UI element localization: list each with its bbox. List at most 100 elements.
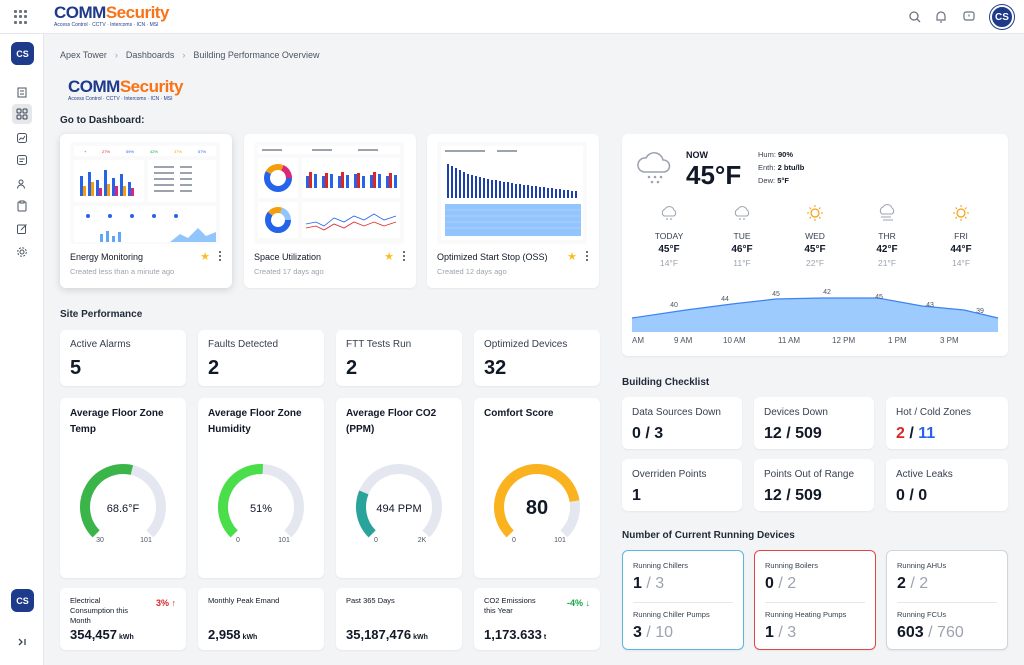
forecast-day: TUE 46°F 11°F bbox=[712, 204, 772, 268]
dashboard-card-energy[interactable]: +27% 59% 42% 37% 57% Energy Monitoring Creat… bbox=[60, 134, 232, 288]
app-grid-icon[interactable] bbox=[14, 10, 28, 24]
brand-logo[interactable]: COMMSecurity Access Control · CCTV · Int… bbox=[54, 3, 169, 29]
gauge-card-comfort[interactable]: Comfort Score 80 0 101 bbox=[474, 398, 600, 578]
dashboard-name: Space Utilization bbox=[254, 252, 322, 262]
hourly-label: 45 bbox=[772, 291, 780, 298]
snow-icon bbox=[661, 206, 677, 220]
edit-icon[interactable] bbox=[14, 221, 30, 237]
weather-now-label: NOW bbox=[686, 150, 708, 160]
hourly-x-label: 9 AM bbox=[674, 336, 693, 345]
gauge-co2: 494 PPM 0 2K bbox=[356, 464, 442, 544]
checklist-data-sources[interactable]: Data Sources Down 0 / 3 bbox=[622, 397, 742, 449]
svg-text:37%: 37% bbox=[174, 149, 182, 154]
stat-card-active-alarms[interactable]: Active Alarms 5 bbox=[60, 330, 186, 386]
weather-card[interactable]: NOW 45°F Hum: 90% Enth: 2 btu/lb Dew: 5°… bbox=[622, 134, 1008, 356]
checklist-out-of-range[interactable]: Points Out of Range 12 / 509 bbox=[754, 459, 874, 511]
favorite-star-icon[interactable]: ★ bbox=[567, 251, 577, 263]
sidebar: CS CS bbox=[0, 34, 44, 665]
users-icon[interactable] bbox=[14, 176, 30, 192]
stat-value: 5 bbox=[70, 357, 82, 379]
kpi-card-electrical[interactable]: Electrical Consumption this Month 3% ↑ 3… bbox=[60, 588, 186, 650]
dashboard-card-space[interactable]: Space Utilization Created 17 days ago ★ bbox=[244, 134, 416, 288]
dashboards-icon[interactable] bbox=[12, 104, 32, 124]
hourly-line bbox=[631, 297, 999, 319]
stat-card-ftt[interactable]: FTT Tests Run 2 bbox=[336, 330, 462, 386]
favorite-star-icon[interactable]: ★ bbox=[384, 251, 394, 263]
dashboard-name: Energy Monitoring bbox=[70, 252, 144, 262]
weather-now-temp: 45°F bbox=[686, 160, 742, 190]
gauge-min: 30 bbox=[96, 537, 104, 544]
more-options-icon[interactable] bbox=[403, 251, 406, 263]
gauge-card-temp[interactable]: Average Floor Zone Temp 68.6°F 30 101 bbox=[60, 398, 186, 578]
kpi-card-peak-demand[interactable]: Monthly Peak Emand 2,958 kWh bbox=[198, 588, 324, 650]
clipboard-icon[interactable] bbox=[14, 198, 30, 214]
forecast-day: WED 45°F 22°F bbox=[785, 204, 845, 268]
reports-icon[interactable] bbox=[14, 152, 30, 168]
gauge-max: 101 bbox=[278, 537, 290, 544]
gauge-min: 0 bbox=[236, 537, 240, 544]
expand-sidebar-icon[interactable] bbox=[14, 634, 30, 650]
stat-label: Active Alarms bbox=[70, 339, 131, 350]
svg-text:+: + bbox=[84, 149, 87, 154]
gauge-value: 51% bbox=[250, 503, 272, 515]
checklist-active-leaks[interactable]: Active Leaks 0 / 0 bbox=[886, 459, 1008, 511]
stat-card-faults[interactable]: Faults Detected 2 bbox=[198, 330, 324, 386]
bell-icon[interactable] bbox=[934, 10, 948, 24]
hourly-x-label: 10 AM bbox=[723, 336, 746, 345]
search-icon[interactable] bbox=[908, 10, 922, 24]
gauge-card-co2[interactable]: Average Floor CO2 (PPM) 494 PPM 0 2K bbox=[336, 398, 462, 578]
hourly-x-label: 12 PM bbox=[832, 336, 855, 345]
hourly-label: 40 bbox=[670, 302, 678, 309]
cs-logo[interactable]: CS bbox=[11, 42, 34, 65]
gauge-humidity: 51% 0 101 bbox=[218, 464, 304, 544]
sun-icon bbox=[953, 205, 969, 221]
stat-card-optimized[interactable]: Optimized Devices 32 bbox=[474, 330, 600, 386]
checklist-overriden[interactable]: Overriden Points 1 bbox=[622, 459, 742, 511]
gauge-comfort: 80 0 101 bbox=[494, 464, 580, 544]
gear-icon[interactable] bbox=[14, 244, 30, 260]
stat-label: Optimized Devices bbox=[484, 339, 568, 350]
dashboard-card-oss[interactable]: Optimized Start Stop (OSS) Created 12 da… bbox=[427, 134, 599, 288]
user-avatar[interactable]: CS bbox=[990, 5, 1014, 29]
arrow-down-icon: ↓ bbox=[585, 598, 591, 608]
gauge-min: 0 bbox=[512, 537, 516, 544]
weather-enthalpy: Enth: 2 btu/lb bbox=[758, 163, 805, 172]
dashboard-thumbnail: +27% 59% 42% 37% 57% bbox=[70, 142, 220, 244]
kpi-card-past-year[interactable]: Past 365 Days 35,187,476 kWh bbox=[336, 588, 462, 650]
building-checklist-title: Building Checklist bbox=[622, 377, 710, 388]
dashboard-created: Created 17 days ago bbox=[254, 267, 324, 276]
analytics-icon[interactable] bbox=[14, 130, 30, 146]
running-boilers-card[interactable]: Running Boilers 0 / 2 Running Heating Pu… bbox=[754, 550, 876, 650]
weather-dew: Dew: 5°F bbox=[758, 176, 789, 185]
checklist-devices-down[interactable]: Devices Down 12 / 509 bbox=[754, 397, 874, 449]
more-options-icon[interactable] bbox=[219, 251, 222, 263]
building-icon[interactable] bbox=[14, 84, 30, 100]
favorite-star-icon[interactable]: ★ bbox=[200, 251, 210, 263]
more-options-icon[interactable] bbox=[586, 251, 589, 263]
checklist-hot-cold[interactable]: Hot / Cold Zones 2 / 11 bbox=[886, 397, 1008, 449]
gauge-value: 68.6°F bbox=[107, 503, 140, 515]
hourly-label: 42 bbox=[823, 289, 831, 296]
chat-icon[interactable] bbox=[962, 10, 976, 24]
gauge-max: 2K bbox=[418, 537, 427, 544]
snow-icon bbox=[734, 206, 750, 220]
gauge-min: 0 bbox=[374, 537, 378, 544]
goto-dashboard-title: Go to Dashboard: bbox=[60, 115, 145, 126]
running-chillers-card[interactable]: Running Chillers 1 / 3 Running Chiller P… bbox=[622, 550, 744, 650]
kpi-label: Past 365 Days bbox=[346, 596, 395, 605]
kpi-card-co2-emissions[interactable]: CO2 Emissions this Year -4% ↓ 1,173.633 t bbox=[474, 588, 600, 650]
forecast-day: THR 42°F 21°F bbox=[857, 204, 917, 268]
running-devices-title: Number of Current Running Devices bbox=[622, 530, 795, 541]
cs-logo-bottom[interactable]: CS bbox=[11, 589, 34, 612]
gauge-value: 494 PPM bbox=[376, 503, 421, 515]
breadcrumb-item[interactable]: Dashboards bbox=[125, 50, 175, 60]
gauge-card-humidity[interactable]: Average Floor Zone Humidity 51% 0 101 bbox=[198, 398, 324, 578]
dashboard-created: Created less than a minute ago bbox=[70, 267, 175, 276]
svg-text:59%: 59% bbox=[126, 149, 134, 154]
gauge-max: 101 bbox=[140, 537, 152, 544]
kpi-value: 1,173.633 t bbox=[484, 627, 547, 642]
breadcrumb-item[interactable]: Apex Tower bbox=[60, 50, 107, 60]
kpi-label: Monthly Peak Emand bbox=[208, 596, 280, 605]
running-ahus-card[interactable]: Running AHUs 2 / 2 Running FCUs 603 / 76… bbox=[886, 550, 1008, 650]
gauge-value: 80 bbox=[526, 497, 548, 519]
